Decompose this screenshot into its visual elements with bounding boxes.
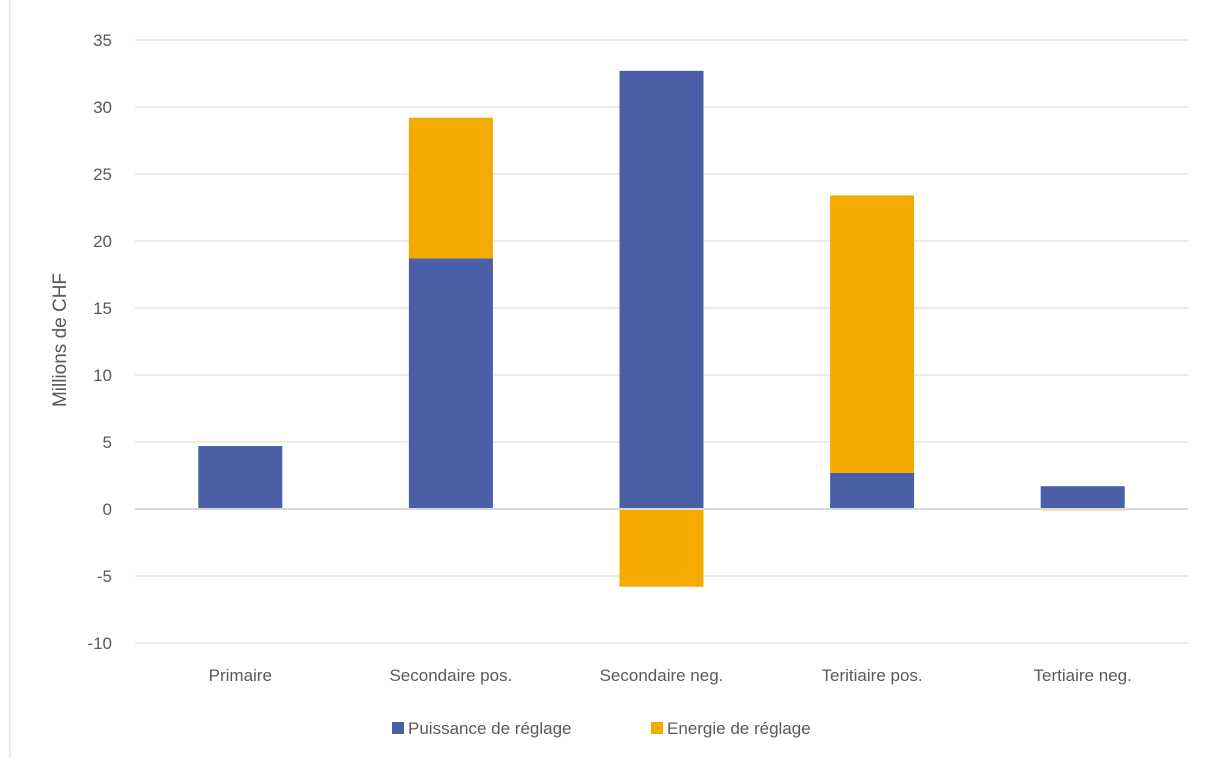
bar-segment — [408, 258, 493, 509]
y-tick-label: 35 — [93, 31, 112, 50]
x-category-label: Tertiaire neg. — [1034, 666, 1132, 685]
y-tick-label: 25 — [93, 165, 112, 184]
y-axis-title: Millions de CHF — [50, 273, 71, 407]
x-category-label: Primaire — [209, 666, 272, 685]
y-tick-label: -10 — [87, 634, 112, 653]
y-tick-label: 30 — [93, 98, 112, 117]
y-tick-label: 5 — [103, 433, 112, 452]
bar-segment — [198, 446, 283, 509]
legend: Puissance de réglage Energie de réglage — [392, 719, 811, 738]
x-category-label: Secondaire pos. — [389, 666, 512, 685]
axes: -10 -5 0 5 10 15 20 25 30 35 Primaire Secondaire po… — [87, 31, 1188, 685]
y-tick-label: 20 — [93, 232, 112, 251]
bar-segment — [1040, 486, 1125, 509]
y-tick-label: 10 — [93, 366, 112, 385]
y-tick-label: 0 — [103, 500, 112, 519]
bar-segment — [830, 472, 915, 509]
bar-segment — [408, 117, 493, 259]
bar-segment — [830, 195, 915, 473]
bars — [198, 70, 1125, 587]
x-category-label: Secondaire neg. — [600, 666, 724, 685]
y-tick-label: 15 — [93, 299, 112, 318]
legend-swatch — [392, 722, 404, 734]
bar-segment — [619, 509, 704, 587]
x-category-label: Teritiaire pos. — [822, 666, 923, 685]
legend-label: Puissance de réglage — [408, 719, 572, 738]
legend-label: Energie de réglage — [667, 719, 811, 738]
bar-segment — [619, 70, 704, 509]
y-tick-label: -5 — [97, 567, 112, 586]
legend-swatch — [651, 722, 663, 734]
